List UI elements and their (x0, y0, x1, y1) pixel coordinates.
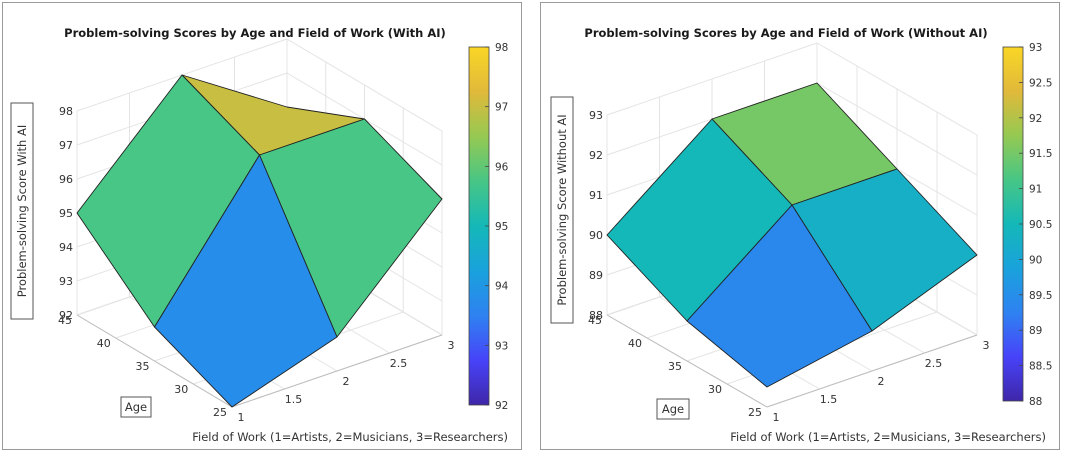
y-axis-label: Age (125, 400, 147, 414)
y-tick-label: 25 (748, 406, 762, 419)
y-tick-label: 25 (213, 406, 227, 419)
colorbar-tick-label: 93 (1029, 42, 1042, 54)
y-axis-label: Age (662, 402, 684, 416)
y-tick-label: 40 (97, 337, 111, 350)
surface (76, 74, 443, 408)
z-tick-label: 88 (589, 309, 603, 322)
surface-patch (154, 154, 338, 408)
y-tick-label: 30 (708, 383, 722, 396)
surface-chart-with-ai: Problem-solving Scores by Age and Field … (10, 26, 509, 444)
chart-title: Problem-solving Scores by Age and Field … (584, 26, 987, 40)
x-tick-label: 1.5 (820, 393, 838, 406)
surface-chart-without-ai: Problem-solving Scores by Age and Field … (550, 26, 1052, 444)
surface-patch (686, 204, 873, 388)
z-tick-label: 93 (589, 109, 603, 122)
x-tick-label: 1.5 (285, 393, 303, 406)
x-tick-label: 3 (983, 339, 990, 352)
colorbar-tick-label: 95 (495, 221, 508, 233)
colorbar-tick-label: 94 (495, 281, 509, 293)
colorbar-tick-label: 89 (1029, 325, 1042, 337)
colorbar-tick-label: 97 (495, 102, 508, 114)
chart-panel-with-ai: Problem-solving Scores by Age and Field … (2, 2, 522, 450)
colorbar-tick-label: 92 (1029, 113, 1042, 125)
axis-labels: Problem-solving Score Without AI Age Fie… (550, 96, 1046, 444)
z-tick-label: 90 (589, 229, 603, 242)
colorbar-tick-label: 89.5 (1029, 290, 1052, 302)
colorbar-tick-label: 91 (1029, 184, 1042, 196)
z-tick-label: 91 (589, 189, 603, 202)
x-axis-line (231, 334, 443, 408)
colorbar-tick-label: 93 (495, 340, 508, 352)
y-axis-label-box (120, 396, 152, 418)
z-tick-label: 92 (59, 309, 73, 322)
colorbar-tick-label: 92.5 (1029, 77, 1052, 89)
y-tick-label: 30 (174, 383, 188, 396)
z-tick-label: 96 (59, 173, 73, 186)
colorbar-tick-label: 91.5 (1029, 148, 1052, 160)
z-tick-label: 97 (59, 139, 73, 152)
colorbar-tick-label: 98 (495, 42, 508, 54)
x-tick-label: 2.5 (390, 357, 408, 370)
y-tick-label: 45 (588, 314, 602, 327)
x-tick-label: 1 (238, 411, 245, 424)
y-axis-label-box (656, 398, 690, 420)
colorbar-tick-label: 88 (1029, 396, 1042, 408)
z-tick-label: 98 (59, 105, 73, 118)
z-tick-label: 94 (59, 241, 73, 254)
z-tick-label: 92 (589, 149, 603, 162)
z-axis-label-box (10, 102, 34, 320)
axis-labels: Problem-solving Score With AI Age Field … (10, 102, 508, 444)
z-axis-label-box (550, 96, 574, 324)
x-tick-label: 3 (448, 339, 455, 352)
y-axis-line (76, 314, 233, 408)
y-tick-label: 35 (136, 360, 150, 373)
surface (606, 82, 978, 388)
tick-labels: 88 89 90 91 92 93 25 30 35 40 45 1 1.5 2 2.5 3 (588, 109, 990, 424)
colorbar-tick-label: 88.5 (1029, 361, 1052, 373)
x-tick-label: 1 (773, 411, 780, 424)
x-tick-label: 2 (343, 375, 350, 388)
x-axis-label: Field of Work (1=Artists, 2=Musicians, 3… (730, 430, 1046, 444)
colorbar-tick-label: 90 (1029, 254, 1042, 266)
x-axis-label: Field of Work (1=Artists, 2=Musicians, 3… (192, 430, 508, 444)
x-tick-label: 2.5 (925, 357, 943, 370)
colorbar-tick-label: 92 (495, 400, 508, 412)
y-axis-line (606, 314, 768, 408)
colorbar-tick-label: 90.5 (1029, 219, 1052, 231)
z-axis-label: Problem-solving Score With AI (15, 125, 29, 298)
y-tick-label: 45 (58, 314, 72, 327)
colorbar-tick-label: 96 (495, 161, 509, 173)
colorbar: 88 88.5 89 89.5 90 90.5 91 91.5 92 92.5 93 (1002, 42, 1052, 408)
y-tick-label: 40 (628, 337, 642, 350)
x-axis-line (766, 334, 978, 408)
z-axis-label: Problem-solving Score Without AI (555, 114, 569, 305)
colorbar: 92 93 94 95 96 97 98 (468, 42, 509, 412)
tick-labels: 92 93 94 95 96 97 98 25 30 35 40 45 1 1.5 2 2.5 3 (58, 105, 455, 424)
y-tick-label: 35 (668, 360, 682, 373)
chart-title: Problem-solving Scores by Age and Field … (64, 26, 446, 40)
x-tick-label: 2 (878, 375, 885, 388)
z-tick-label: 89 (589, 269, 603, 282)
z-tick-label: 95 (59, 207, 73, 220)
chart-panel-without-ai: Problem-solving Scores by Age and Field … (540, 2, 1060, 450)
z-tick-label: 93 (59, 275, 73, 288)
